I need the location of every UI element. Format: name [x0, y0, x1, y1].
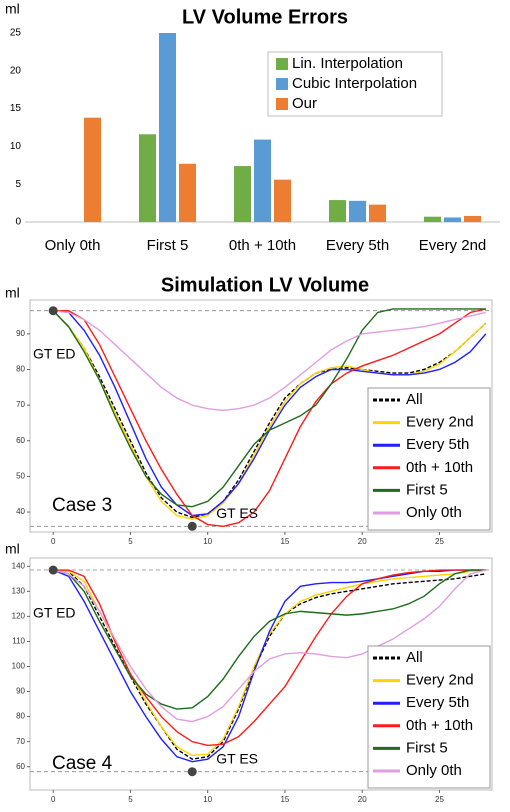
annotation: GT ED	[33, 345, 76, 361]
bar	[139, 134, 156, 222]
bar	[349, 200, 366, 222]
y-axis-label: ml	[5, 285, 20, 301]
series-line	[52, 308, 486, 508]
y-tick-label: 90	[16, 687, 25, 696]
legend-box	[267, 51, 443, 117]
bar	[424, 216, 441, 222]
bar	[274, 179, 291, 222]
legend-label: All	[406, 649, 423, 666]
y-tick-label: 70	[16, 737, 25, 746]
y-tick-label: 10	[10, 141, 22, 152]
y-tick-label: 70	[16, 400, 25, 409]
gt-point	[48, 565, 58, 575]
series-line	[53, 309, 486, 412]
x-tick-label: 0th + 10th	[229, 237, 296, 254]
chart-title: LV Volume Errors	[182, 6, 348, 28]
series-line	[53, 569, 486, 710]
legend-swatch	[276, 98, 288, 110]
y-tick-label: 140	[12, 561, 26, 570]
y-tick-label: 90	[16, 329, 25, 338]
y-tick-label: 130	[12, 586, 26, 595]
y-tick-label: 25	[10, 28, 22, 39]
x-tick-label: 20	[358, 537, 367, 546]
x-tick-label: 15	[280, 795, 289, 804]
x-tick-label: 5	[128, 537, 133, 546]
y-tick-label: 0	[15, 217, 21, 228]
x-tick-label: 15	[280, 537, 289, 546]
x-tick-label: 10	[203, 795, 212, 804]
legend-swatch	[276, 58, 288, 70]
x-tick-label: 5	[128, 795, 133, 804]
bar	[444, 217, 461, 222]
x-tick-label: 25	[435, 795, 444, 804]
legend-box	[367, 645, 491, 789]
bar	[159, 33, 176, 222]
chart-title: Simulation LV Volume	[161, 274, 369, 296]
x-tick-label: Only 0th	[45, 237, 101, 254]
legend-label: 0th + 10th	[406, 459, 473, 476]
case-label: Case 3	[52, 495, 112, 516]
gt-point	[187, 521, 197, 531]
y-tick-label: 100	[12, 662, 26, 671]
legend-label: Every 2nd	[406, 414, 474, 431]
x-tick-label: 25	[435, 537, 444, 546]
legend-label: All	[406, 391, 423, 408]
y-tick-label: 40	[16, 507, 25, 516]
y-tick-label: 80	[16, 365, 25, 374]
x-tick-label: 20	[358, 795, 367, 804]
y-axis-label: ml	[5, 1, 20, 17]
plot-frame	[29, 557, 493, 791]
case-label: Case 4	[52, 753, 113, 774]
x-tick-label: First 5	[147, 237, 189, 254]
gt-point	[48, 306, 58, 316]
legend-label: Every 2nd	[406, 672, 474, 689]
legend-label: First 5	[406, 481, 448, 498]
legend-label: 0th + 10th	[406, 717, 473, 734]
plot-frame	[29, 299, 493, 533]
legend-label: First 5	[406, 739, 448, 756]
bar	[254, 139, 271, 222]
legend-label: Lin. Interpolation	[292, 55, 403, 72]
x-tick-label: Every 2nd	[419, 237, 487, 254]
series-line	[52, 569, 486, 763]
bar	[179, 163, 196, 222]
legend-label: Every 5th	[406, 436, 469, 453]
legend-label: Only 0th	[406, 504, 462, 521]
y-axis-label: ml	[5, 541, 20, 557]
y-tick-label: 50	[16, 472, 25, 481]
y-tick-label: 5	[15, 179, 21, 190]
bar	[329, 200, 346, 222]
y-tick-label: 15	[10, 103, 22, 114]
y-tick-label: 80	[16, 712, 25, 721]
bar	[369, 204, 386, 222]
x-tick-label: 0	[51, 537, 56, 546]
y-tick-label: 110	[12, 637, 25, 646]
series-line	[53, 308, 486, 528]
series-line	[53, 569, 486, 723]
annotation: GT ED	[33, 605, 76, 621]
y-tick-label: 60	[16, 436, 25, 445]
x-tick-label: 10	[203, 537, 212, 546]
gt-point	[187, 767, 197, 777]
legend-box	[367, 387, 491, 531]
y-tick-label: 60	[16, 762, 25, 771]
legend-label: Cubic Interpolation	[292, 75, 417, 92]
annotation: GT ES	[216, 505, 258, 521]
x-tick-label: Every 5th	[326, 237, 389, 254]
annotation: GT ES	[216, 750, 258, 766]
y-tick-label: 120	[12, 611, 26, 620]
legend-label: Only 0th	[406, 762, 462, 779]
series-line	[53, 569, 486, 747]
bar	[84, 117, 101, 222]
legend-label: Our	[292, 95, 317, 112]
bar	[234, 166, 251, 222]
legend-swatch	[276, 78, 288, 90]
y-tick-label: 20	[10, 65, 22, 76]
bar	[464, 215, 481, 222]
x-tick-label: 0	[51, 795, 56, 804]
legend-label: Every 5th	[406, 694, 469, 711]
series-line	[52, 310, 487, 519]
